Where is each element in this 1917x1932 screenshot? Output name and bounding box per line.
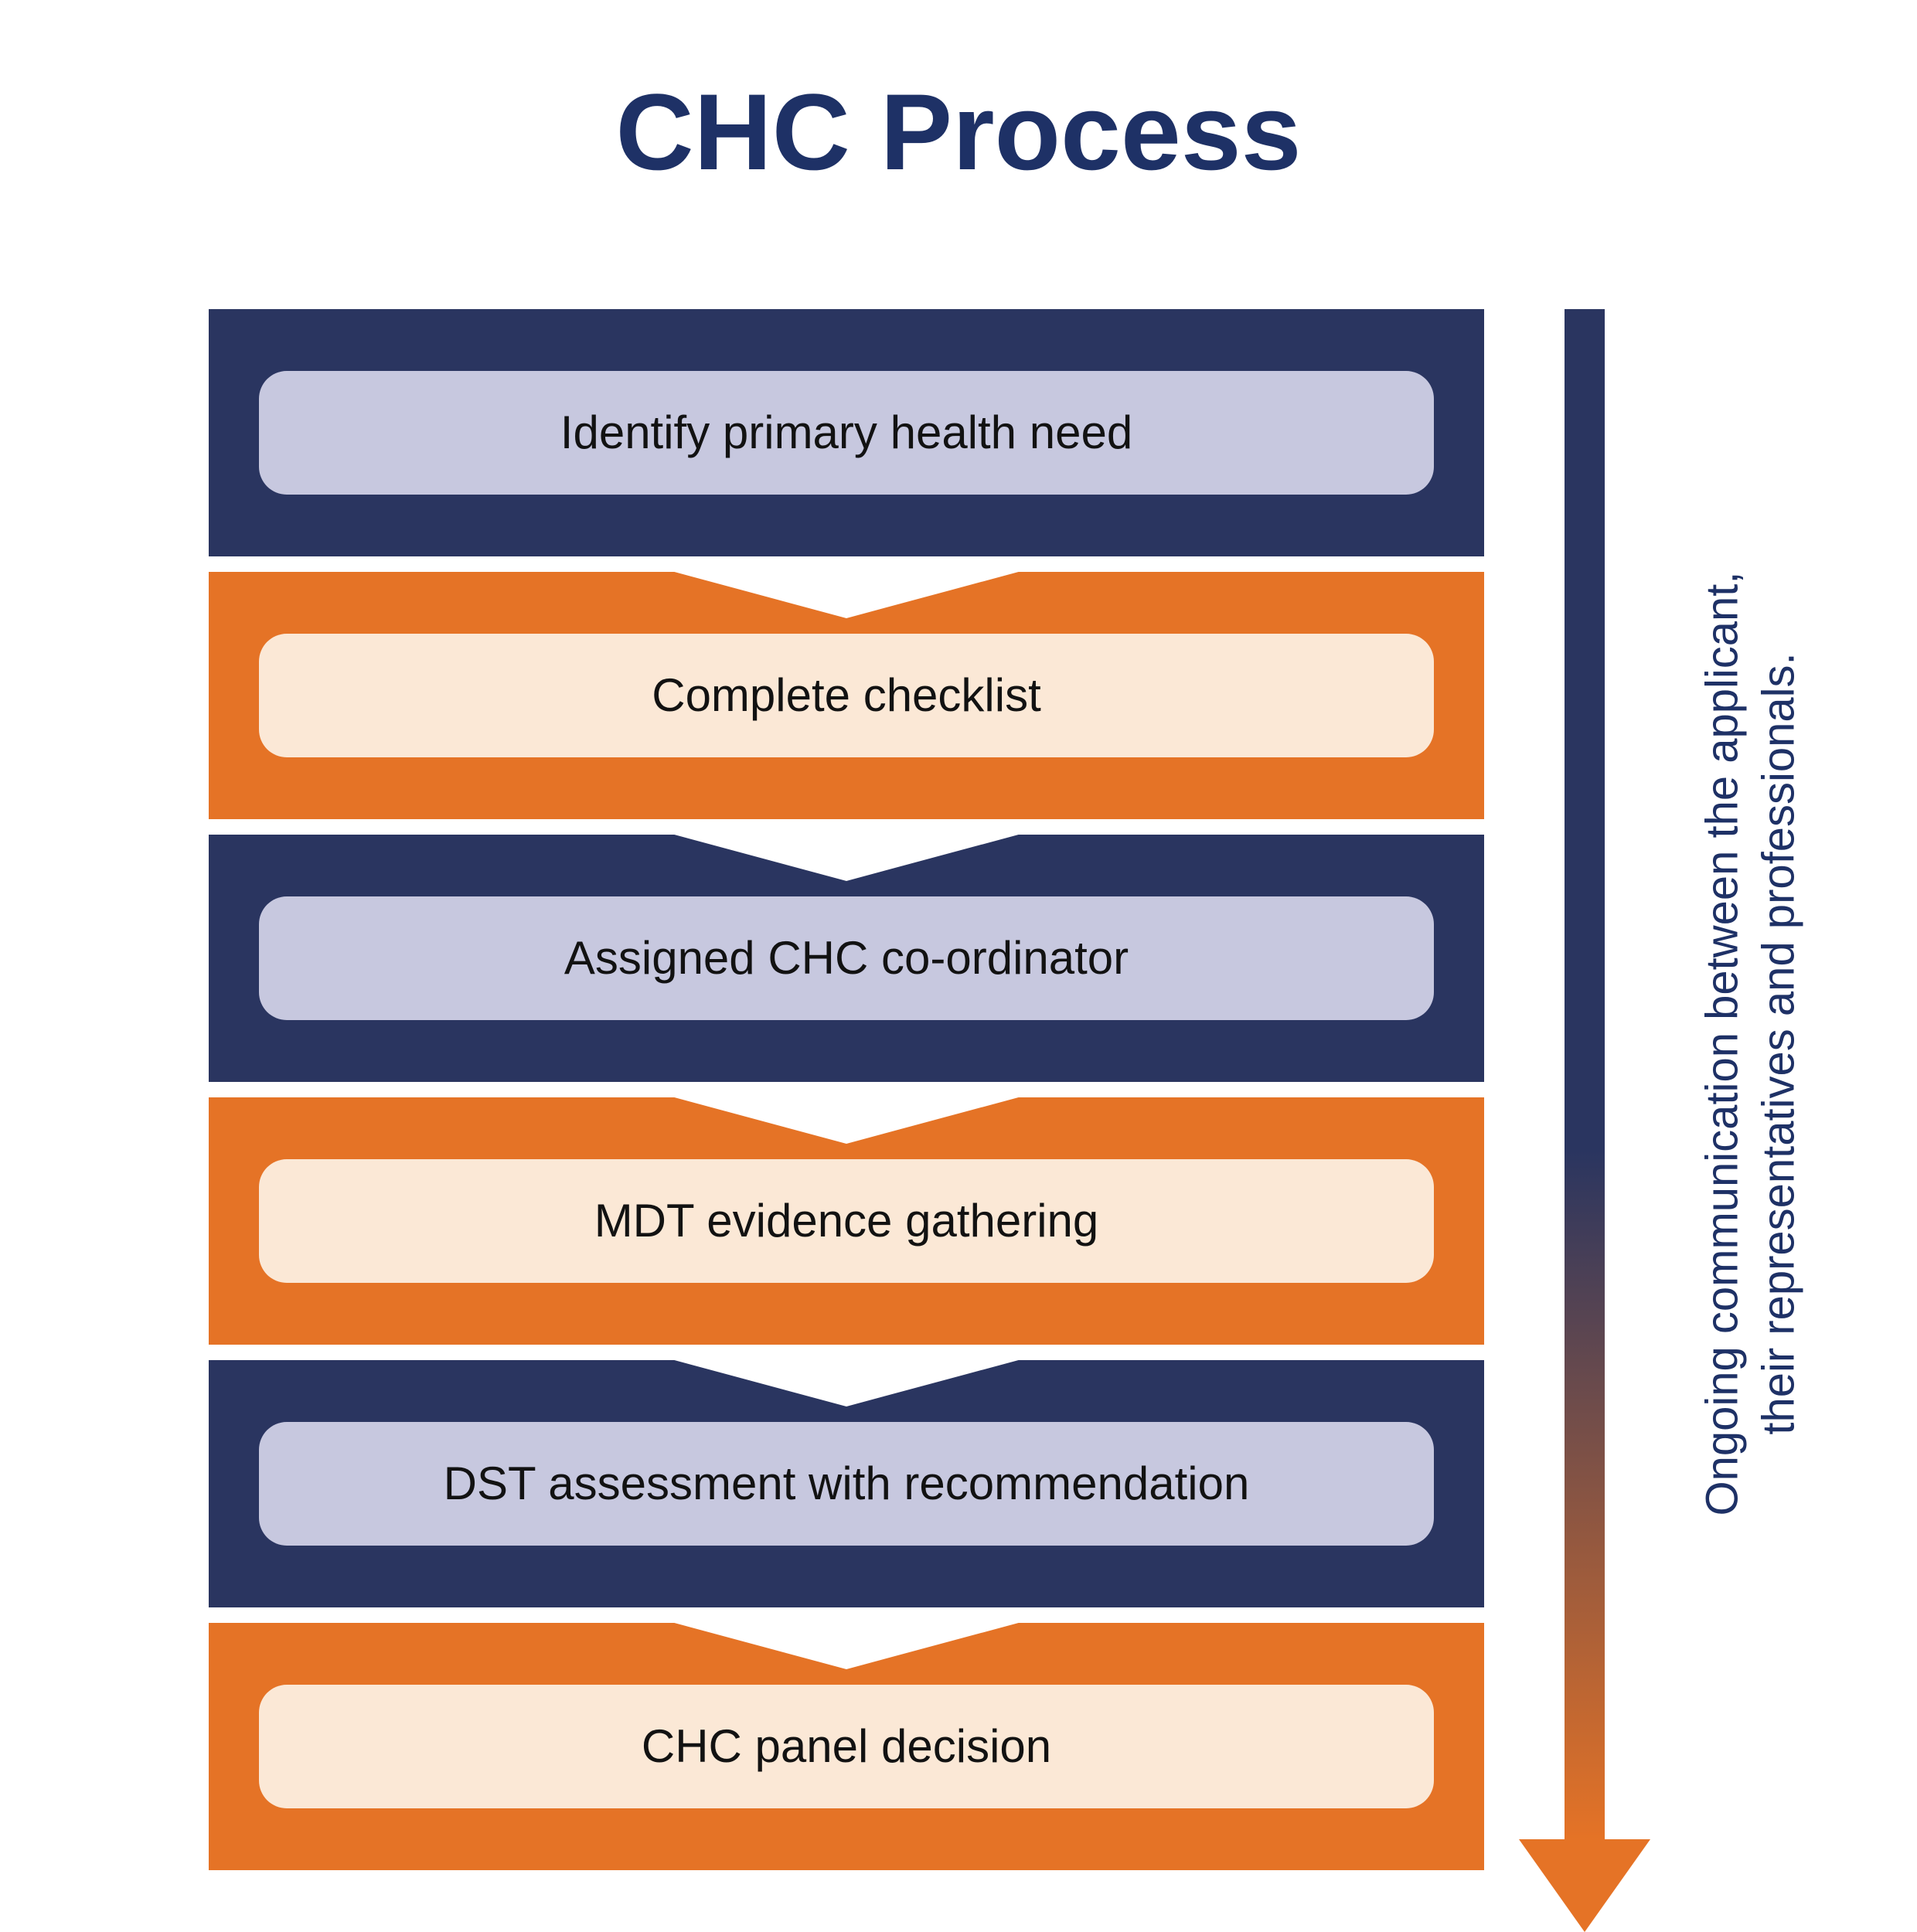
flow-step-label: MDT evidence gathering (259, 1159, 1434, 1283)
flow-notch (669, 1621, 1024, 1673)
flow-notch (669, 570, 1024, 622)
page-title: CHC Process (0, 70, 1917, 195)
side-text: Ongoing communication between the applic… (1662, 309, 1840, 1777)
flow-step: CHC panel decision (209, 1623, 1484, 1870)
flow-notch (669, 833, 1024, 885)
flow-step-label: Assigned CHC co-ordinator (259, 896, 1434, 1020)
process-flow: Identify primary health need Complete che… (209, 309, 1484, 1870)
flow-step: Assigned CHC co-ordinator (209, 835, 1484, 1082)
side-arrow (1519, 309, 1650, 1932)
side-text-line1: Ongoing communication between the applic… (1695, 571, 1752, 1515)
flow-step-label: CHC panel decision (259, 1685, 1434, 1808)
side-text-line2: their representatives and professionals. (1751, 571, 1807, 1515)
flow-step-label: Identify primary health need (259, 371, 1434, 495)
flow-step-label: DST assessment with recommendation (259, 1422, 1434, 1546)
flow-step-label: Complete checklist (259, 634, 1434, 757)
flow-notch (669, 1096, 1024, 1148)
flow-step: MDT evidence gathering (209, 1097, 1484, 1345)
flow-step: Identify primary health need (209, 309, 1484, 556)
flow-step: Complete checklist (209, 572, 1484, 819)
flow-step: DST assessment with recommendation (209, 1360, 1484, 1607)
flow-notch (669, 1359, 1024, 1410)
